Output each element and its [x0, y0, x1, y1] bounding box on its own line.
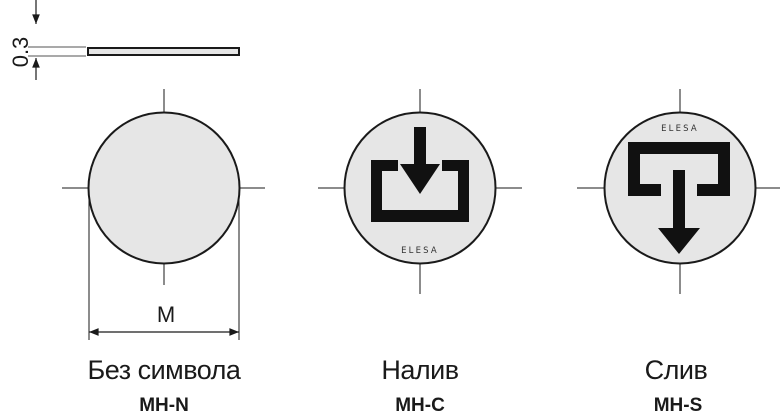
item-code: MH-N — [139, 395, 189, 416]
item-name: Налив — [381, 355, 458, 385]
drain-arrow-out-icon — [628, 142, 730, 254]
thickness-dimension: 0.3 — [8, 0, 86, 80]
item-code: MH-C — [395, 395, 445, 416]
brand-mark: ELESA — [401, 246, 439, 256]
item-label-mh-s: Слив MH-S — [645, 355, 708, 416]
disc-mh-c: ELESA — [318, 89, 522, 294]
item-name: Слив — [645, 355, 708, 385]
item-label-mh-c: Налив MH-C — [381, 355, 459, 416]
item-name: Без символа — [88, 355, 242, 385]
fill-arrow-in-icon — [371, 127, 469, 222]
thickness-label: 0.3 — [8, 37, 33, 68]
item-code: MH-S — [654, 395, 703, 416]
disc-mh-n — [62, 89, 265, 285]
diameter-label: M — [157, 302, 175, 327]
brand-mark: ELESA — [661, 124, 699, 134]
diameter-dimension: M — [88, 190, 240, 340]
disc-mh-s: ELESA — [577, 89, 780, 294]
item-label-mh-n: Без символа MH-N — [88, 355, 243, 416]
plate-side-view — [87, 47, 240, 56]
